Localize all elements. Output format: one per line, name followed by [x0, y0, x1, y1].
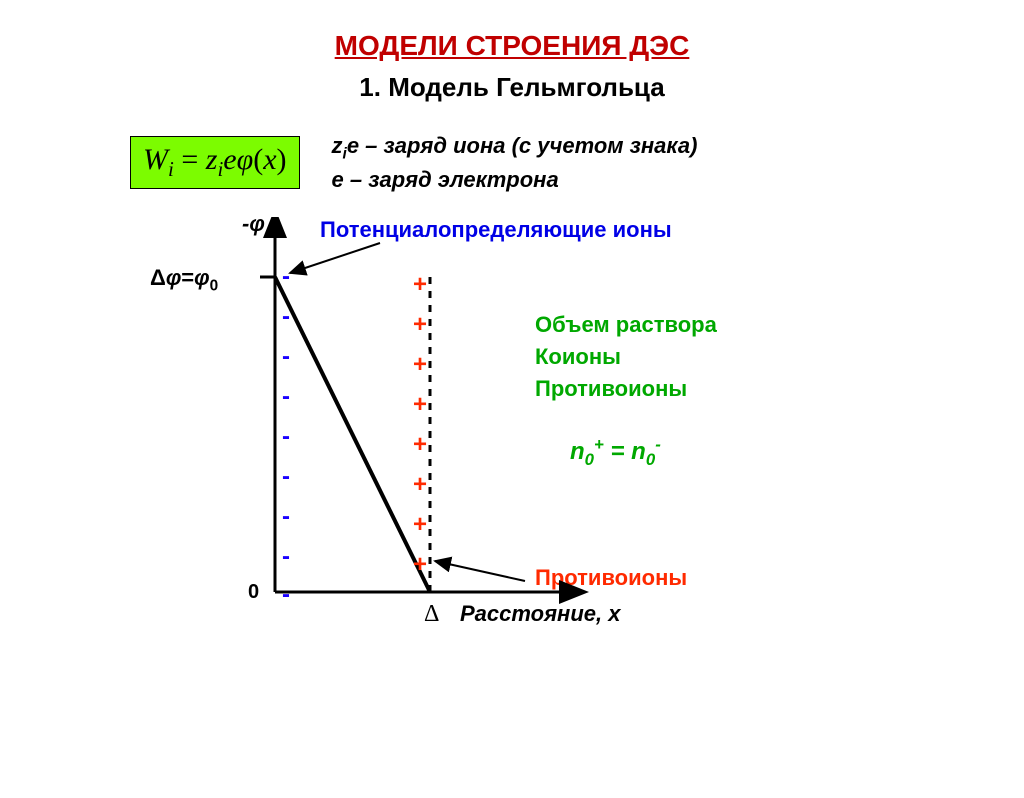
minus-sign: - [282, 503, 290, 531]
plus-sign: + [413, 391, 427, 419]
plus-sign: + [413, 351, 427, 379]
minus-sign: - [282, 463, 290, 491]
chart-svg [130, 217, 910, 657]
minus-sign: - [282, 423, 290, 451]
plus-sign: + [413, 511, 427, 539]
plus-sign: + [413, 551, 427, 579]
subtitle: 1. Модель Гельмгольца [0, 72, 1024, 103]
legend-line-1: zie – заряд иона (с учетом знака) [332, 131, 698, 165]
minus-sign: - [282, 303, 290, 331]
helmholtz-diagram: -φ Δφ=φ0 0 Δ Расстояние, x Потенциалопре… [130, 217, 910, 657]
plus-sign: + [413, 271, 427, 299]
formula-box: Wi = zieφ(x) [130, 136, 300, 189]
minus-sign: - [282, 383, 290, 411]
plus-sign: + [413, 471, 427, 499]
minus-sign: - [282, 581, 290, 609]
legend-line-2: e – заряд электрона [332, 165, 698, 195]
minus-sign: - [282, 543, 290, 571]
page-title: МОДЕЛИ СТРОЕНИЯ ДЭС [0, 30, 1024, 62]
formula-row: Wi = zieφ(x) zie – заряд иона (с учетом … [130, 131, 1024, 195]
minus-sign: - [282, 343, 290, 371]
plus-sign: + [413, 311, 427, 339]
formula-legend: zie – заряд иона (с учетом знака) e – за… [332, 131, 698, 195]
plus-sign: + [413, 431, 427, 459]
minus-sign: - [282, 263, 290, 291]
